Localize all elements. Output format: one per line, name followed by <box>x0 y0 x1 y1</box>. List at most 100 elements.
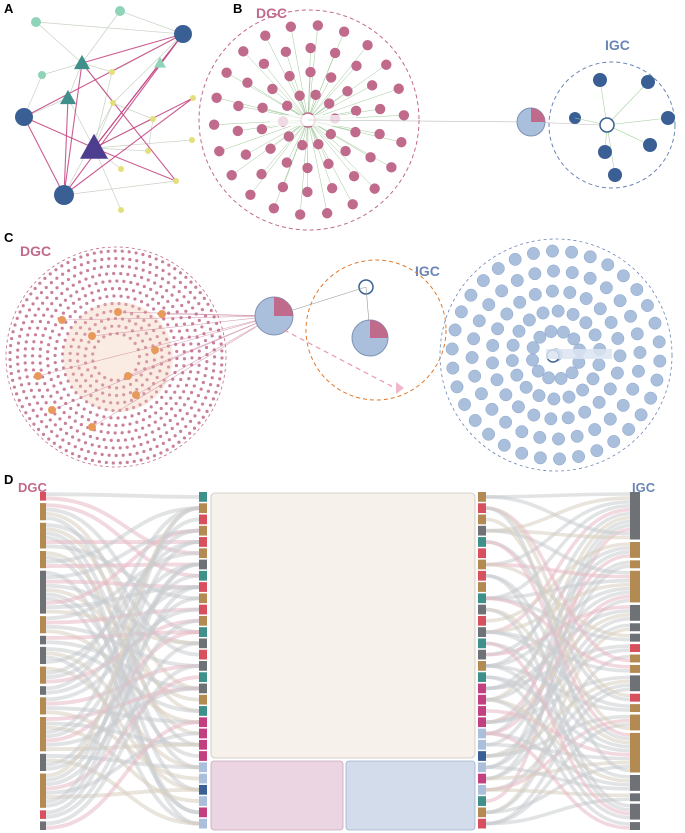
target-dot <box>196 370 200 374</box>
target-dot <box>101 383 105 387</box>
target-dot <box>83 354 87 358</box>
sankey-flow-left <box>45 562 200 568</box>
panel-b-igc-title: IGC <box>605 37 630 53</box>
target-dot <box>155 400 159 404</box>
mirna-target-edge <box>307 65 357 121</box>
target-dot <box>147 323 151 327</box>
pathway-bar-left <box>199 548 207 559</box>
network-edge <box>93 71 113 149</box>
igc-target-node-gmfb <box>631 364 645 378</box>
target-dot <box>134 428 138 432</box>
igc-target-node-hnrnpa3 <box>579 316 593 330</box>
target-dot <box>52 441 56 445</box>
pathway-bar-left <box>199 717 207 728</box>
target-dot <box>69 406 73 411</box>
target-dot <box>74 411 78 415</box>
igc-target-node-elk3 <box>522 313 536 327</box>
target-dot <box>24 340 28 344</box>
target-dot <box>84 379 88 383</box>
target-dot <box>184 383 189 387</box>
target-dot <box>17 398 21 402</box>
igc-target-node-sla <box>482 298 496 312</box>
target-dot <box>97 444 101 449</box>
target-dot <box>154 257 158 261</box>
target-dot <box>135 387 139 392</box>
igc-target-node-carhsp1 <box>544 412 558 426</box>
target-dot <box>193 296 197 300</box>
target-dot <box>178 271 183 275</box>
igc-target-node-map3k10 <box>499 388 513 402</box>
sankey-flow-right <box>485 607 631 812</box>
target-dot <box>44 401 48 405</box>
target-dot <box>170 293 174 297</box>
pathway-bar-right <box>478 818 486 829</box>
target-dot <box>120 431 124 435</box>
target-dot <box>38 361 42 365</box>
mirna-trim44-edge <box>135 315 275 396</box>
target-dot <box>124 287 129 291</box>
igc-target-node-znf248 <box>465 351 479 364</box>
target-dot <box>88 434 92 439</box>
target-dot <box>154 390 159 394</box>
gene-node-atad2 <box>173 178 179 184</box>
sankey-flow-right <box>485 495 631 536</box>
igc-target-node-stxbp4 <box>567 332 581 346</box>
target-node-trim59 <box>240 149 252 160</box>
pathway-bar-left <box>199 570 207 581</box>
target-dot <box>208 327 213 331</box>
igc-target-node-smad5 <box>454 305 468 319</box>
target-dot <box>23 354 27 358</box>
gene-node-cdc5l <box>189 137 195 143</box>
target-dot <box>141 252 145 257</box>
network-edge <box>81 62 177 182</box>
dgc-dashed-boundary <box>5 246 227 468</box>
target-dot <box>155 375 159 380</box>
target-dot <box>163 423 167 427</box>
target-node-cdc27 <box>365 152 376 163</box>
pathway-bar-left <box>199 582 207 592</box>
target-dot <box>66 306 70 310</box>
target-dot <box>190 356 194 360</box>
panel-a-edges <box>23 10 194 211</box>
target-dot <box>50 290 54 295</box>
mirna-target-edge <box>307 119 333 189</box>
target-dot <box>185 412 189 416</box>
target-node-vta1 <box>347 199 358 210</box>
gene-node-mtap <box>110 100 116 106</box>
igc-target-node-atxn1 <box>536 306 550 320</box>
target-dot <box>106 264 110 268</box>
target-dot <box>24 411 28 415</box>
panel-c-dgc-title: DGC <box>20 243 51 259</box>
left-gene-bar-yeats4 <box>40 697 46 715</box>
target-dot <box>122 393 126 397</box>
target-node-cep55 <box>238 46 249 57</box>
target-dot <box>77 280 82 284</box>
network-edge <box>67 97 95 149</box>
target-dot <box>149 287 153 291</box>
target-dot <box>148 270 152 275</box>
igc-target-node-nras <box>650 373 664 387</box>
target-dot <box>127 430 131 434</box>
mirna-node-hsa-let-7d-5p <box>34 372 42 380</box>
target-node-eif1ax <box>258 58 270 70</box>
target-dot <box>89 374 94 378</box>
target-dot <box>45 307 50 311</box>
target-dot <box>123 400 127 404</box>
right-gene-bar-cdk6 <box>630 675 640 692</box>
target-dot <box>35 382 39 386</box>
target-dot <box>111 461 115 465</box>
target-dot <box>50 314 54 318</box>
sankey-flow-right <box>485 630 631 708</box>
target-dot <box>167 263 171 267</box>
target-dot <box>88 327 92 331</box>
target-node-srrp72 <box>381 59 392 70</box>
pathway-bar-right <box>478 773 486 784</box>
right-gene-bar-hsp90ab1 <box>630 633 640 642</box>
target-dot <box>73 419 77 423</box>
target-dot <box>153 281 157 285</box>
target-dot <box>72 257 76 262</box>
mirna-target-edge <box>226 72 309 121</box>
target-dot <box>66 332 70 336</box>
target-dot <box>193 414 197 418</box>
target-dot <box>59 427 63 431</box>
